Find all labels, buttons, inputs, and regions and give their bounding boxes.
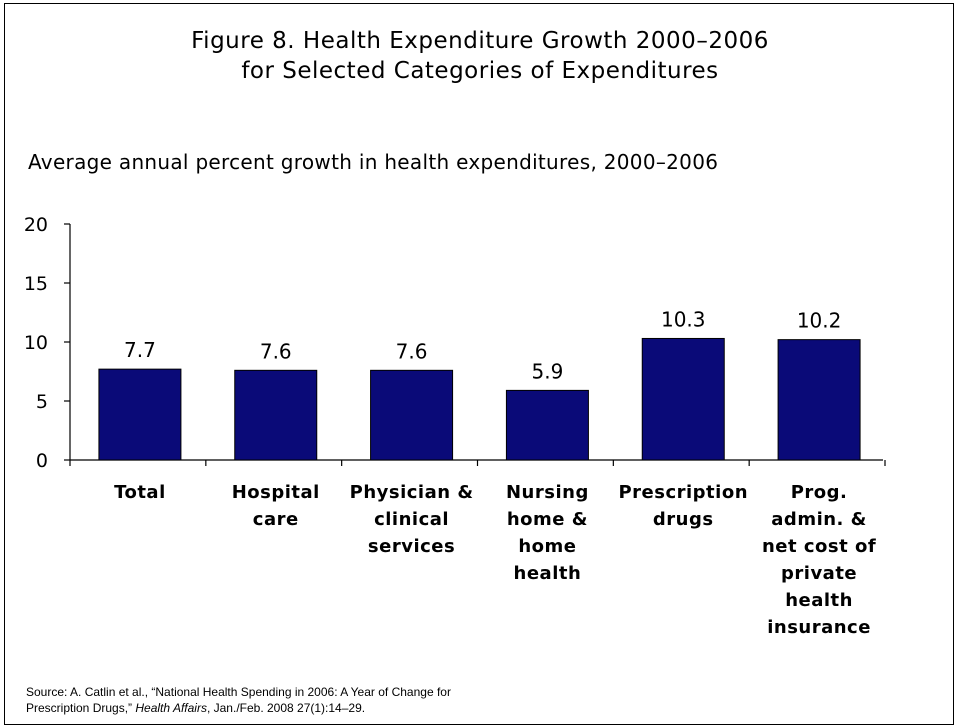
x-category-label: Total xyxy=(114,482,166,503)
source-line-2: Prescription Drugs,” Health Affairs, Jan… xyxy=(26,700,451,716)
x-category-label: Hospital xyxy=(232,482,320,503)
x-category-label: net cost of xyxy=(762,536,876,557)
chart-frame xyxy=(4,3,954,725)
chart-subtitle: Average annual percent growth in health … xyxy=(28,150,719,174)
bar xyxy=(98,368,182,461)
bar xyxy=(505,389,589,461)
bar xyxy=(777,339,861,461)
bar xyxy=(234,369,318,461)
x-category-label: private xyxy=(781,563,857,584)
x-category-label: services xyxy=(368,536,455,557)
source-line-1: Source: A. Catlin et al., “National Heal… xyxy=(26,685,451,699)
x-category-label: clinical xyxy=(374,509,449,530)
y-tick-label: 5 xyxy=(36,391,48,413)
y-tick-label: 15 xyxy=(24,273,48,295)
x-category-label: home xyxy=(518,536,576,557)
chart-title: Figure 8. Health Expenditure Growth 2000… xyxy=(0,26,960,86)
x-category-label: insurance xyxy=(767,617,871,638)
chart-title-line-2: for Selected Categories of Expenditures xyxy=(241,58,719,84)
x-category-label: Prog. xyxy=(791,482,848,503)
x-category-label: Physician & xyxy=(350,482,474,503)
x-category-label: Nursing xyxy=(506,482,589,503)
bar-value-label: 10.3 xyxy=(661,307,706,331)
bar-value-label: 5.9 xyxy=(532,359,564,383)
y-tick-label: 0 xyxy=(36,450,48,472)
x-category-label: Prescription xyxy=(618,482,748,503)
bar-value-label: 7.7 xyxy=(124,338,156,362)
bar xyxy=(641,337,725,461)
bar xyxy=(370,369,454,461)
x-category-label: care xyxy=(253,509,299,530)
source-line-2-prefix: Prescription Drugs,” xyxy=(26,701,136,715)
y-tick-label: 20 xyxy=(24,214,48,236)
bar-value-label: 10.2 xyxy=(797,309,842,333)
y-tick-label: 10 xyxy=(24,332,48,354)
x-category-label: admin. & xyxy=(771,509,867,530)
bar-value-label: 7.6 xyxy=(260,339,292,363)
source-journal: Health Affairs xyxy=(135,701,207,715)
x-category-label: drugs xyxy=(653,509,714,530)
x-category-label: health xyxy=(785,590,853,611)
chart-title-line-1: Figure 8. Health Expenditure Growth 2000… xyxy=(191,28,769,54)
source-note: Source: A. Catlin et al., “National Heal… xyxy=(26,684,451,716)
x-category-label: home & xyxy=(507,509,588,530)
source-line-2-suffix: , Jan./Feb. 2008 27(1):14–29. xyxy=(206,701,366,715)
bar-value-label: 7.6 xyxy=(396,339,428,363)
x-category-label: health xyxy=(514,563,582,584)
